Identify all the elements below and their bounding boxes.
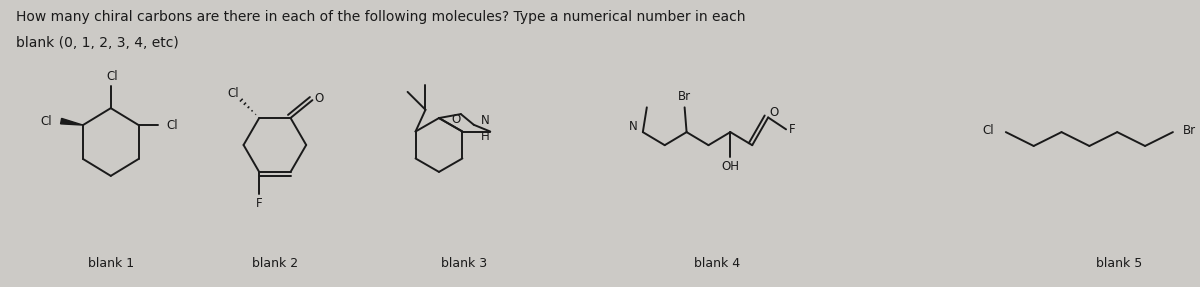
Text: Cl: Cl — [228, 87, 239, 100]
Text: blank 4: blank 4 — [695, 257, 740, 270]
Text: Br: Br — [678, 90, 691, 103]
Text: F: F — [256, 197, 263, 210]
Text: blank (0, 1, 2, 3, 4, etc): blank (0, 1, 2, 3, 4, etc) — [17, 36, 179, 50]
Text: O: O — [451, 113, 461, 126]
Text: F: F — [788, 123, 796, 136]
Text: N: N — [481, 114, 490, 127]
Text: How many chiral carbons are there in each of the following molecules? Type a num: How many chiral carbons are there in eac… — [17, 10, 746, 24]
Text: blank 2: blank 2 — [252, 257, 298, 270]
Text: N: N — [629, 120, 638, 133]
Text: Cl: Cl — [41, 115, 52, 128]
Text: Cl: Cl — [106, 70, 118, 83]
Polygon shape — [60, 119, 83, 125]
Text: O: O — [314, 92, 324, 105]
Text: blank 5: blank 5 — [1096, 257, 1142, 270]
Text: Cl: Cl — [983, 124, 994, 137]
Text: blank 3: blank 3 — [440, 257, 487, 270]
Text: H: H — [481, 130, 490, 143]
Text: Cl: Cl — [167, 119, 178, 131]
Text: OH: OH — [721, 160, 739, 173]
Text: blank 1: blank 1 — [88, 257, 134, 270]
Text: Br: Br — [1183, 124, 1196, 137]
Text: O: O — [769, 106, 779, 119]
